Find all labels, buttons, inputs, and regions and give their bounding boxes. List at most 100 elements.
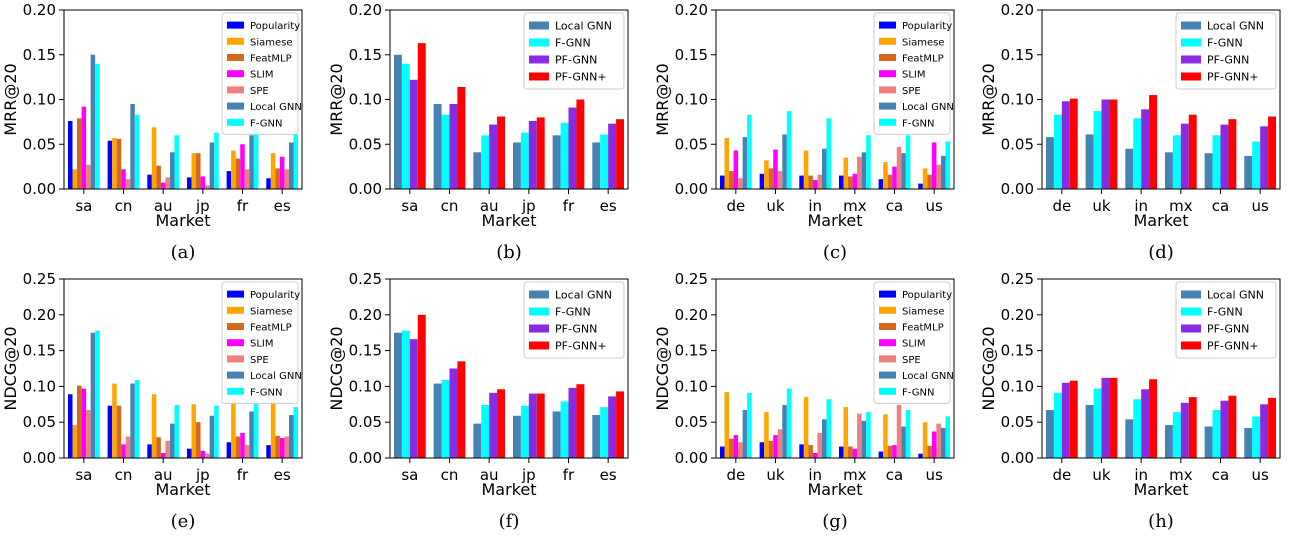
bar-pf-gnn--es [616, 391, 625, 458]
bar-f-gnn-cn [134, 114, 140, 189]
bar-pf-gnn-in [1141, 109, 1150, 189]
bar-popularity-uk [759, 173, 765, 189]
bar-local-gnn-sa [393, 54, 402, 189]
bar-slim-de [733, 435, 739, 458]
legend-entry: Popularity [902, 21, 952, 32]
bar-featmlp-cn [116, 405, 122, 458]
legend-swatch [1181, 307, 1201, 316]
y-tick-label: 0.05 [675, 413, 708, 431]
bar-spe-in [817, 432, 822, 458]
bar-f-gnn-au [174, 405, 180, 458]
y-tick-label: 0.25 [1001, 270, 1034, 288]
bar-slim-au [160, 452, 166, 458]
x-tick-label: in [1134, 466, 1148, 484]
bar-siamese-us [922, 168, 928, 189]
bar-local-gnn-mx [861, 152, 867, 189]
y-tick-label: 0.25 [349, 270, 382, 288]
bar-local-gnn-sa [90, 54, 96, 189]
bar-siamese-jp [191, 404, 197, 458]
x-tick-label: uk [1092, 197, 1111, 215]
bar-pf-gnn--us [1268, 397, 1277, 458]
bar-siamese-in [803, 397, 809, 458]
bar-f-gnn-ca [1212, 410, 1221, 458]
legend-entry: F-GNN [555, 37, 591, 50]
bar-slim-de [733, 150, 739, 189]
bar-spe-ca [896, 405, 902, 458]
chart-panel-f: 0.00 0.05 0.10 0.15 0.20 0.25 sa cn au jp fr es Mark… [327, 270, 629, 532]
x-tick-label: fr [237, 197, 249, 215]
plot-frame [1041, 278, 1281, 459]
legend-entry: SPE [902, 86, 921, 97]
bar-local-gnn-us [1244, 427, 1253, 458]
bar-local-gnn-ca [1204, 153, 1213, 189]
bar-f-gnn-mx [1172, 135, 1181, 189]
x-tick-label: au [154, 466, 173, 484]
legend-entry: SLIM [250, 339, 274, 350]
bar-spe-es [284, 169, 289, 189]
y-tick-label: 0.10 [23, 377, 56, 395]
legend-box [1175, 12, 1277, 90]
x-tick-label: us [926, 197, 944, 215]
bar-f-gnn-au [481, 135, 490, 189]
bar-pf-gnn--in [1149, 379, 1158, 458]
bar-siamese-sa [72, 425, 78, 458]
chart-panel-b: 0.00 0.05 0.10 0.15 0.20 sa cn au jp fr es Market MR… [327, 1, 629, 263]
legend-swatch [879, 323, 896, 330]
panel-caption: (e) [171, 511, 196, 532]
bar-siamese-in [803, 150, 809, 189]
bar-featmlp-sa [77, 118, 82, 189]
bar-local-gnn-au [473, 152, 482, 189]
bar-f-gnn-cn [134, 379, 140, 458]
x-axis-label: Market [156, 211, 211, 230]
panel-caption: (g) [822, 511, 848, 532]
bar-featmlp-es [275, 168, 280, 189]
bar-pf-gnn-uk [1101, 99, 1110, 189]
bar-featmlp-in [808, 445, 813, 458]
bar-featmlp-es [275, 435, 280, 458]
bar-local-gnn-es [592, 415, 601, 458]
legend-entry: PF-GNN+ [1207, 340, 1259, 353]
legend-entry: PF-GNN+ [555, 340, 607, 353]
bar-f-gnn-in [1133, 399, 1142, 458]
bar-slim-ca [892, 166, 897, 190]
bar-slim-cn [121, 169, 126, 189]
bar-pf-gnn-au [489, 124, 498, 189]
legend-entry: Local GNN [1207, 289, 1264, 302]
bar-pf-gnn-au [489, 392, 498, 458]
legend: Popularity Siamese FeatMLP SLIM SPE Local GNN… [873, 12, 954, 135]
bar-f-gnn-mx [1172, 412, 1181, 458]
bar-pf-gnn-sa [409, 339, 418, 458]
bar-pf-gnn-mx [1180, 402, 1189, 458]
x-tick-label: sa [75, 466, 92, 484]
bar-siamese-es [270, 153, 276, 189]
bar-featmlp-jp [196, 422, 201, 458]
chart-panel-h: 0.00 0.05 0.10 0.15 0.20 0.25 de uk in mx ca us Mark… [979, 270, 1281, 532]
bar-spe-de [738, 442, 743, 458]
bar-f-gnn-au [174, 135, 180, 189]
legend-swatch [1181, 55, 1201, 64]
bar-pf-gnn--sa [417, 43, 426, 190]
legend: Popularity Siamese FeatMLP SLIM SPE Local GNN… [221, 281, 302, 404]
x-tick-label: es [600, 466, 617, 484]
x-tick-label: fr [563, 466, 575, 484]
bar-popularity-in [799, 444, 804, 458]
bar-f-gnn-au [481, 405, 490, 458]
x-axis-label: Market [482, 480, 537, 499]
legend-swatch [227, 387, 244, 395]
bar-slim-uk [773, 149, 778, 189]
bar-spe-sa [86, 410, 91, 458]
panel-caption: (b) [496, 242, 522, 263]
bar-f-gnn-in [1133, 118, 1142, 189]
bar-siamese-fr [231, 150, 236, 189]
bar-f-gnn-us [1252, 141, 1261, 189]
bar-local-gnn-au [473, 423, 482, 458]
legend-entry: PF-GNN [555, 323, 597, 336]
legend: Local GNN F-GNN PF-GNN PF-GNN+ [1175, 281, 1277, 359]
x-tick-label: de [1052, 466, 1071, 484]
legend-swatch [879, 37, 896, 45]
y-tick-label: 0.05 [23, 413, 56, 431]
bar-pf-gnn--uk [1109, 99, 1118, 189]
legend-swatch [879, 54, 896, 61]
bar-pf-gnn--ca [1228, 119, 1237, 189]
legend-swatch [529, 324, 549, 333]
